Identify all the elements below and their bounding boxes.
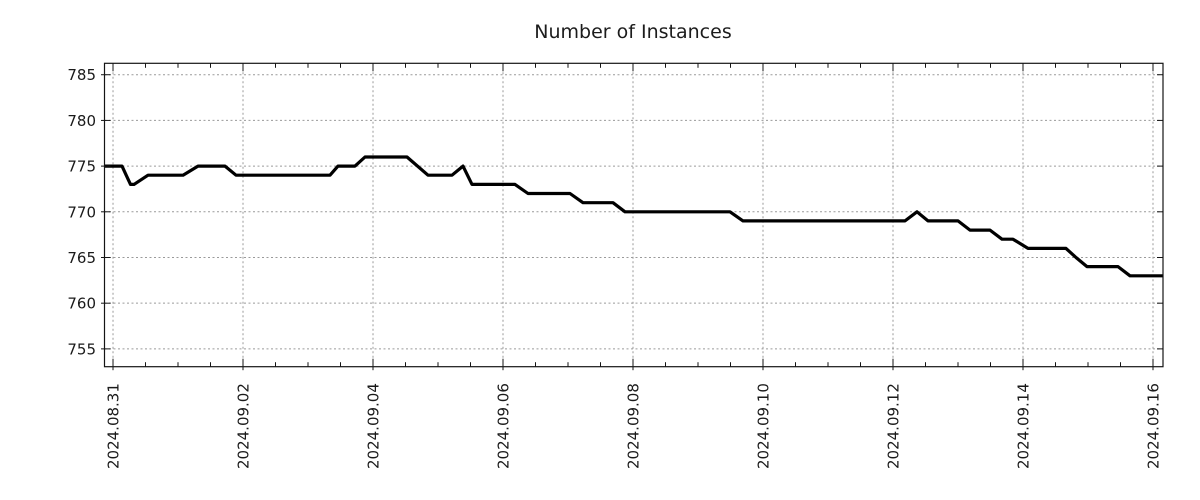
- x-tick-label: 2024.09.08: [625, 383, 643, 469]
- x-tick-label: 2024.09.06: [495, 383, 513, 469]
- axis-ticks: [101, 63, 1163, 371]
- x-tick-label: 2024.09.10: [754, 383, 772, 469]
- x-tick-label: 2024.09.14: [1014, 383, 1032, 469]
- y-tick-label: 785: [67, 66, 96, 84]
- plot-border: [103, 62, 1164, 368]
- y-tick-label: 760: [67, 295, 96, 313]
- data-series: [104, 155, 1163, 278]
- axis-tick-labels: 755 760 765 770 775 780 785 2024.08.31 2024.09.0…: [67, 66, 1162, 469]
- x-tick-label: 2024.08.31: [105, 383, 123, 469]
- chart-title: Number of Instances: [534, 21, 731, 43]
- y-tick-label: 775: [67, 158, 96, 176]
- x-tick-label: 2024.09.04: [365, 383, 383, 469]
- series-line-instances: [104, 155, 1163, 278]
- x-tick-label: 2024.09.02: [235, 383, 253, 469]
- x-tick-label: 2024.09.12: [884, 383, 902, 469]
- y-tick-label: 755: [67, 340, 96, 358]
- grid-lines: [104, 63, 1163, 367]
- y-tick-label: 765: [67, 249, 96, 267]
- y-tick-label: 770: [67, 203, 96, 221]
- x-tick-label: 2024.09.16: [1144, 383, 1162, 469]
- plot-frame: [103, 62, 1164, 368]
- y-tick-label: 780: [67, 112, 96, 130]
